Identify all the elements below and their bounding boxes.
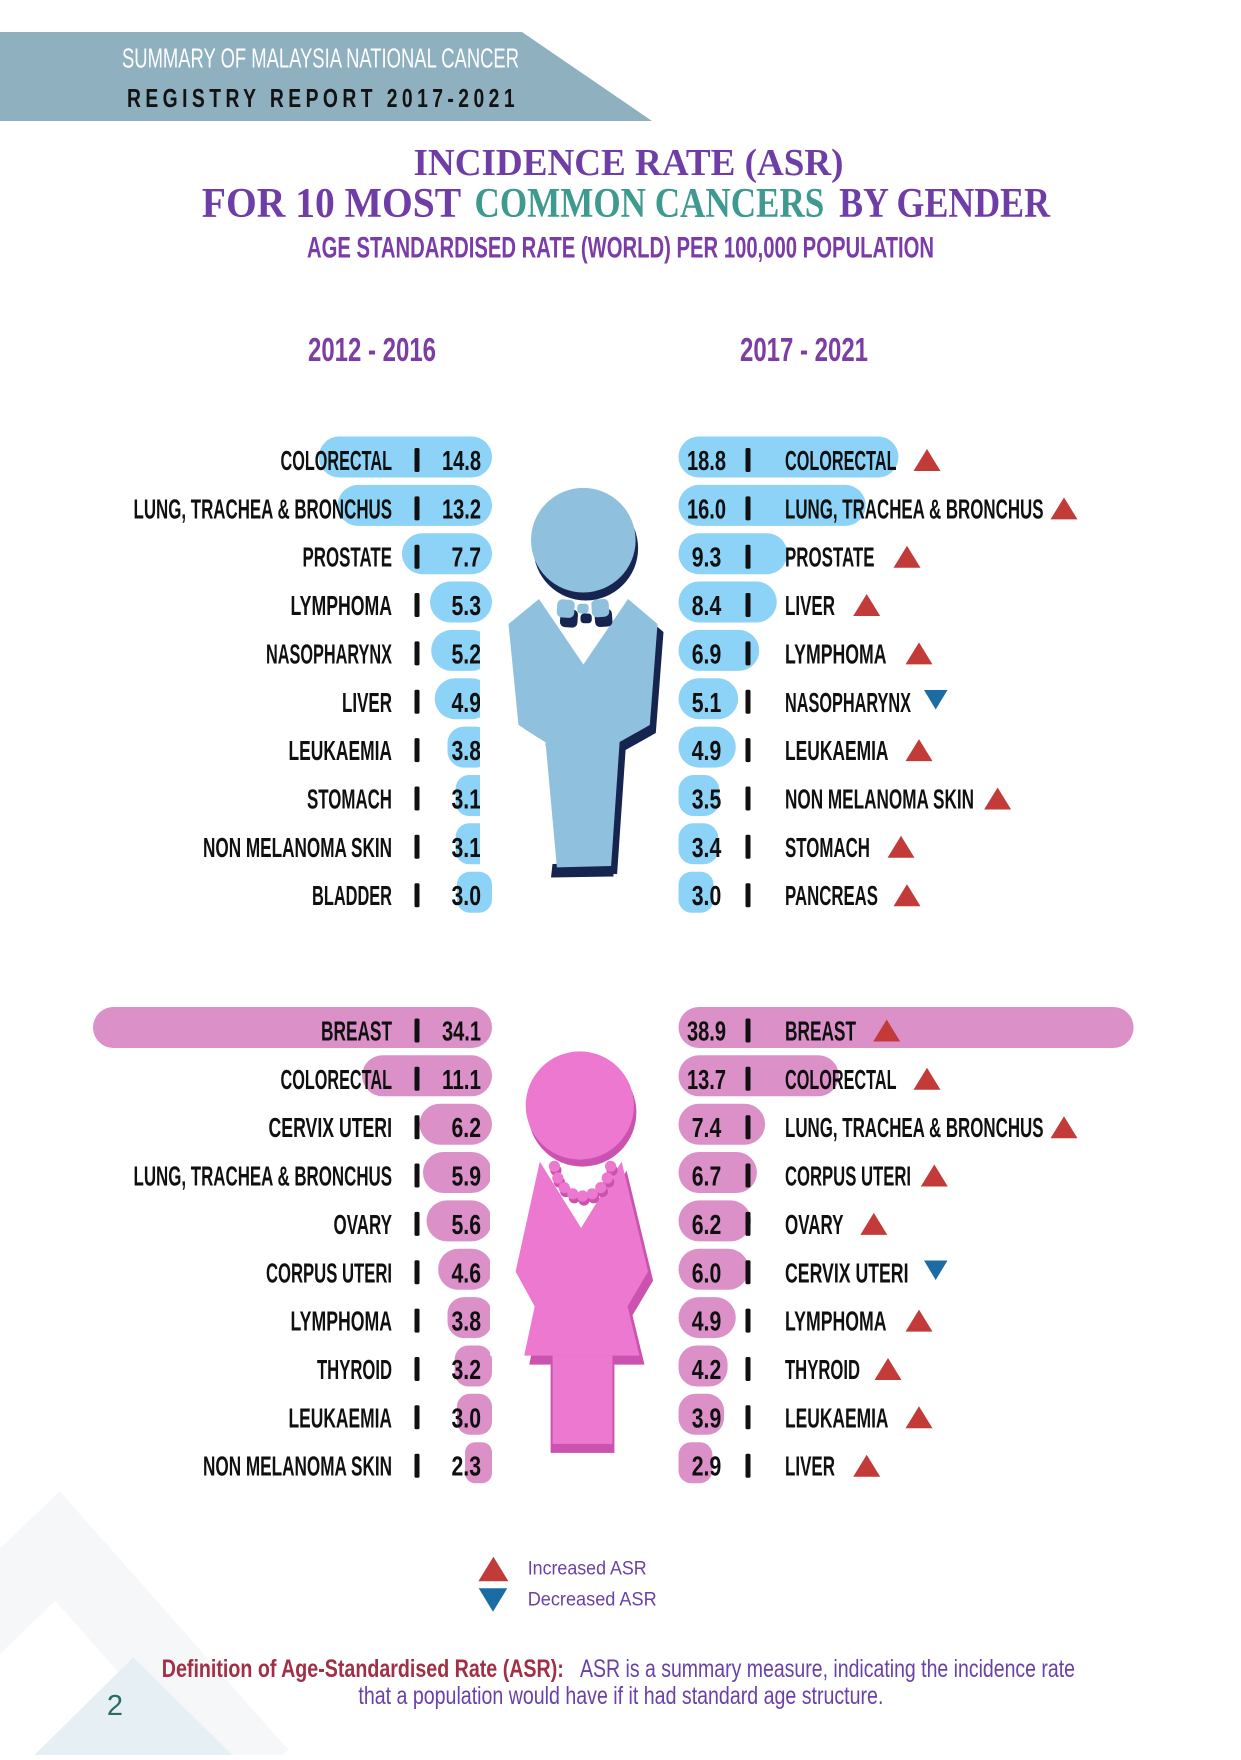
svg-text:PANCREAS: PANCREAS: [785, 880, 878, 911]
svg-text:LIVER: LIVER: [342, 687, 392, 718]
svg-text:LEUKAEMIA: LEUKAEMIA: [785, 1402, 889, 1433]
svg-text:5.9: 5.9: [452, 1161, 482, 1192]
svg-text:3.1: 3.1: [452, 832, 482, 863]
svg-text:LUNG, TRACHEA & BRONCHUS: LUNG, TRACHEA & BRONCHUS: [134, 493, 393, 524]
svg-text:13.2: 13.2: [442, 493, 481, 524]
svg-text:14.8: 14.8: [442, 445, 481, 476]
svg-text:LYMPHOMA: LYMPHOMA: [291, 1306, 393, 1337]
svg-text:3.4: 3.4: [692, 832, 722, 863]
svg-text:5.2: 5.2: [452, 638, 482, 669]
svg-text:38.9: 38.9: [687, 1016, 726, 1047]
svg-text:COMMON CANCERS: COMMON CANCERS: [475, 181, 825, 227]
svg-text:PROSTATE: PROSTATE: [785, 542, 875, 573]
svg-text:PROSTATE: PROSTATE: [303, 542, 393, 573]
svg-text:Definition of Age-Standardised: Definition of Age-Standardised Rate (ASR…: [162, 1655, 564, 1683]
svg-text:2.3: 2.3: [452, 1451, 482, 1482]
svg-text:LUNG, TRACHEA & BRONCHUS: LUNG, TRACHEA & BRONCHUS: [785, 1112, 1044, 1143]
svg-text:6.2: 6.2: [452, 1112, 482, 1143]
svg-text:2.9: 2.9: [692, 1451, 722, 1482]
svg-text:11.1: 11.1: [442, 1064, 481, 1095]
svg-text:7.4: 7.4: [692, 1112, 722, 1143]
svg-text:NASOPHARYNX: NASOPHARYNX: [785, 687, 911, 718]
svg-text:LEUKAEMIA: LEUKAEMIA: [289, 735, 393, 766]
svg-text:BREAST: BREAST: [321, 1016, 392, 1047]
svg-text:NON MELANOMA SKIN: NON MELANOMA SKIN: [203, 832, 392, 863]
svg-text:2017 - 2021: 2017 - 2021: [740, 331, 868, 368]
svg-text:BLADDER: BLADDER: [312, 880, 392, 911]
svg-text:LEUKAEMIA: LEUKAEMIA: [289, 1402, 393, 1433]
svg-text:LUNG, TRACHEA & BRONCHUS: LUNG, TRACHEA & BRONCHUS: [134, 1161, 393, 1192]
svg-text:2: 2: [107, 1690, 123, 1722]
svg-text:Decreased ASR: Decreased ASR: [528, 1590, 657, 1611]
svg-text:6.0: 6.0: [692, 1257, 722, 1288]
svg-text:4.9: 4.9: [692, 1306, 722, 1337]
svg-text:3.0: 3.0: [452, 880, 482, 911]
svg-text:34.1: 34.1: [442, 1016, 481, 1047]
svg-text:LIVER: LIVER: [785, 590, 835, 621]
svg-text:that a population would have i: that a population would have if it had s…: [358, 1682, 883, 1710]
svg-text:CERVIX UTERI: CERVIX UTERI: [269, 1112, 393, 1143]
svg-text:16.0: 16.0: [687, 493, 726, 524]
svg-text:LEUKAEMIA: LEUKAEMIA: [785, 735, 889, 766]
svg-text:ASR is a summary measure, indi: ASR is a summary measure, indicating the…: [580, 1655, 1075, 1683]
svg-text:3.8: 3.8: [452, 1306, 482, 1337]
svg-text:4.9: 4.9: [692, 735, 722, 766]
svg-text:CERVIX UTERI: CERVIX UTERI: [785, 1257, 909, 1288]
svg-text:LIVER: LIVER: [785, 1451, 835, 1482]
svg-text:FOR 10 MOST: FOR 10 MOST: [202, 181, 461, 227]
svg-text:3.0: 3.0: [692, 880, 722, 911]
svg-text:2012 - 2016: 2012 - 2016: [308, 331, 436, 368]
svg-text:OVARY: OVARY: [785, 1209, 844, 1240]
svg-text:STOMACH: STOMACH: [785, 832, 870, 863]
svg-text:LYMPHOMA: LYMPHOMA: [291, 590, 393, 621]
svg-text:4.9: 4.9: [452, 687, 482, 718]
svg-text:OVARY: OVARY: [334, 1209, 393, 1240]
svg-text:5.1: 5.1: [692, 687, 722, 718]
svg-text:LYMPHOMA: LYMPHOMA: [785, 638, 887, 669]
svg-text:BY GENDER: BY GENDER: [839, 181, 1050, 227]
svg-text:COLORECTAL: COLORECTAL: [785, 1064, 897, 1095]
svg-text:SUMMARY OF MALAYSIA NATIONAL C: SUMMARY OF MALAYSIA NATIONAL CANCER: [122, 43, 519, 74]
svg-text:THYROID: THYROID: [317, 1354, 392, 1385]
svg-text:BREAST: BREAST: [785, 1016, 856, 1047]
svg-text:6.7: 6.7: [692, 1161, 722, 1192]
svg-text:COLORECTAL: COLORECTAL: [785, 445, 897, 476]
svg-text:THYROID: THYROID: [785, 1354, 860, 1385]
svg-text:7.7: 7.7: [452, 542, 482, 573]
svg-text:CORPUS UTERI: CORPUS UTERI: [785, 1161, 911, 1192]
svg-text:5.6: 5.6: [452, 1209, 482, 1240]
svg-text:5.3: 5.3: [452, 590, 482, 621]
svg-text:LYMPHOMA: LYMPHOMA: [785, 1306, 887, 1337]
svg-text:NASOPHARYNX: NASOPHARYNX: [266, 638, 392, 669]
svg-text:Increased ASR: Increased ASR: [528, 1559, 647, 1580]
svg-text:LUNG, TRACHEA & BRONCHUS: LUNG, TRACHEA & BRONCHUS: [785, 493, 1044, 524]
svg-text:AGE STANDARDISED RATE (WORLD): AGE STANDARDISED RATE (WORLD) PER 100,00…: [307, 232, 934, 265]
svg-text:3.2: 3.2: [452, 1354, 482, 1385]
svg-text:NON MELANOMA SKIN: NON MELANOMA SKIN: [785, 783, 974, 814]
svg-text:3.8: 3.8: [452, 735, 482, 766]
svg-text:3.1: 3.1: [452, 783, 482, 814]
svg-text:COLORECTAL: COLORECTAL: [281, 445, 393, 476]
svg-text:STOMACH: STOMACH: [307, 783, 392, 814]
svg-text:INCIDENCE RATE (ASR): INCIDENCE RATE (ASR): [414, 142, 844, 184]
svg-text:4.2: 4.2: [692, 1354, 722, 1385]
svg-text:9.3: 9.3: [692, 542, 722, 573]
svg-text:6.9: 6.9: [692, 638, 722, 669]
svg-text:6.2: 6.2: [692, 1209, 722, 1240]
svg-text:COLORECTAL: COLORECTAL: [281, 1064, 393, 1095]
svg-text:3.0: 3.0: [452, 1402, 482, 1433]
svg-text:8.4: 8.4: [692, 590, 722, 621]
svg-text:REGISTRY REPORT 2017-2021: REGISTRY REPORT 2017-2021: [127, 83, 519, 113]
svg-text:NON MELANOMA SKIN: NON MELANOMA SKIN: [203, 1451, 392, 1482]
svg-text:3.9: 3.9: [692, 1402, 722, 1433]
svg-text:13.7: 13.7: [687, 1064, 726, 1095]
svg-text:4.6: 4.6: [452, 1257, 482, 1288]
svg-text:3.5: 3.5: [692, 783, 722, 814]
svg-text:18.8: 18.8: [687, 445, 726, 476]
svg-text:CORPUS UTERI: CORPUS UTERI: [266, 1257, 392, 1288]
